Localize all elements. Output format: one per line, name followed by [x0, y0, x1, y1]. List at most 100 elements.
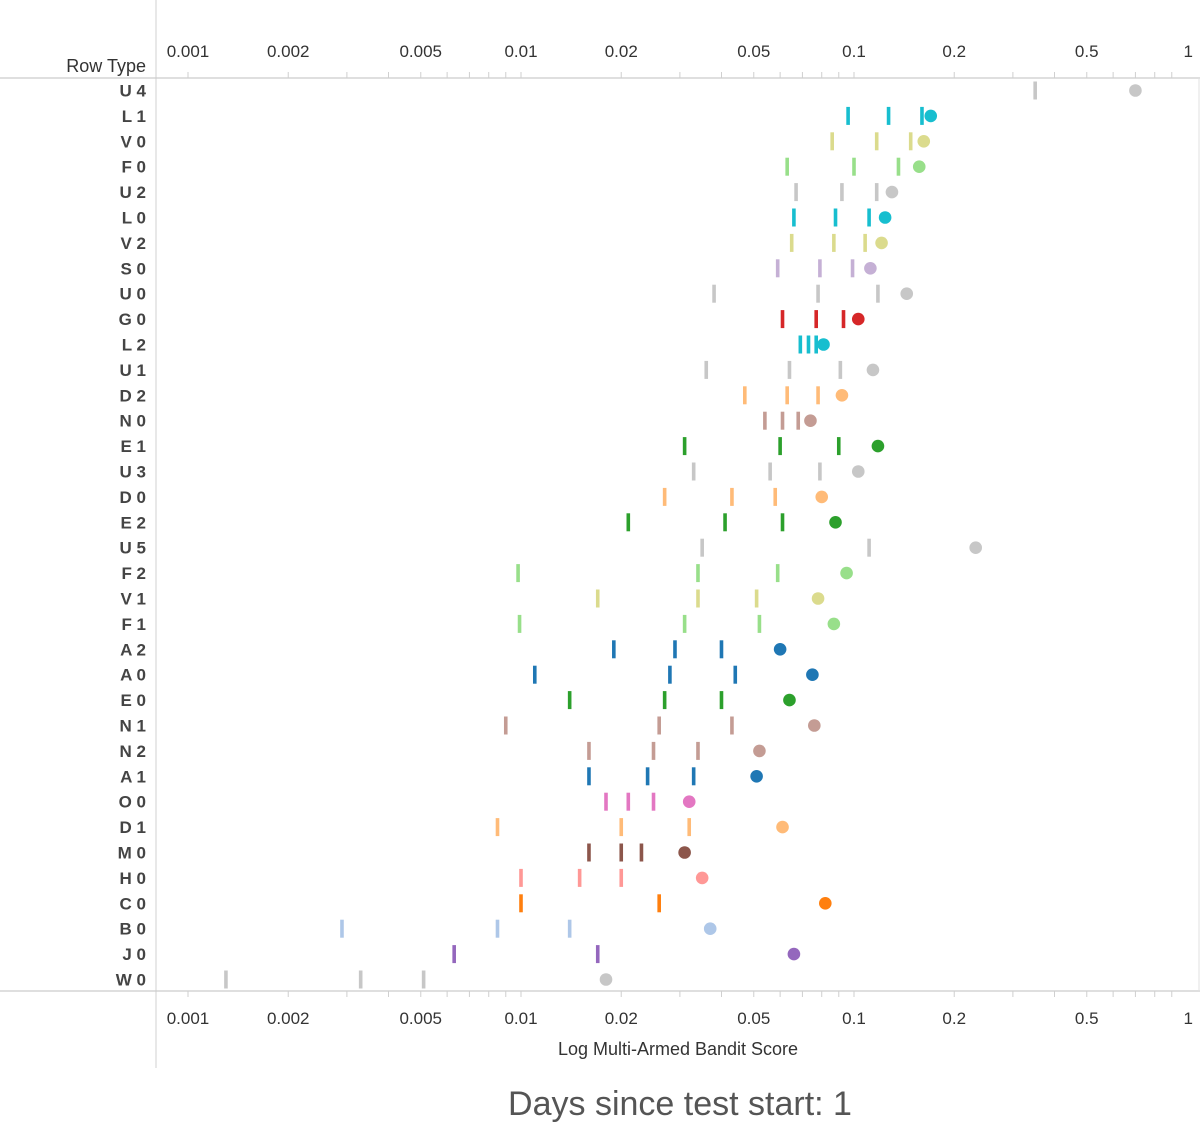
- score-tick-mark: [567, 919, 572, 938]
- score-tick-mark: [700, 538, 704, 557]
- bottom-tick-label: 0.1: [842, 1009, 866, 1028]
- score-tick-mark: [1033, 81, 1037, 100]
- row-label: S 0: [120, 259, 146, 278]
- score-tick-mark: [816, 284, 820, 303]
- score-tick-mark: [908, 132, 913, 151]
- score-tick-mark: [719, 691, 724, 710]
- top-tick-label: 0.001: [167, 42, 210, 61]
- score-tick-mark: [863, 233, 867, 252]
- score-tick-mark: [604, 792, 608, 811]
- score-tick-mark: [816, 386, 820, 405]
- score-tick-mark: [806, 335, 811, 354]
- score-tick-mark: [595, 945, 600, 964]
- score-point: [912, 160, 926, 173]
- score-tick-mark: [495, 818, 500, 837]
- row-label: F 2: [121, 564, 146, 583]
- score-tick-mark: [838, 360, 843, 379]
- score-tick-mark: [682, 614, 687, 633]
- score-point: [864, 262, 877, 275]
- data-marks: [224, 81, 1142, 989]
- score-tick-mark: [645, 767, 650, 786]
- score-tick-mark: [532, 665, 537, 684]
- row-label: H 0: [120, 869, 146, 888]
- score-tick-mark: [754, 589, 759, 608]
- score-tick-mark: [519, 894, 523, 913]
- score-tick-mark: [519, 868, 523, 887]
- top-tick-label: 0.2: [942, 42, 966, 61]
- bottom-tick-label: 1: [1184, 1009, 1193, 1028]
- row-label: F 1: [121, 615, 146, 634]
- row-label: V 0: [120, 132, 146, 151]
- row-label: L 0: [122, 209, 146, 228]
- row-label: F 0: [121, 158, 146, 177]
- score-tick-mark: [719, 640, 724, 659]
- score-tick-mark: [587, 741, 591, 760]
- score-point: [815, 490, 829, 504]
- score-point: [817, 338, 830, 351]
- bottom-tick-label: 0.01: [504, 1009, 537, 1028]
- score-point: [804, 414, 817, 428]
- score-point: [969, 541, 983, 554]
- row-label: N 2: [120, 742, 146, 761]
- score-tick-mark: [775, 564, 780, 583]
- row-label: U 4: [120, 82, 147, 101]
- score-tick-mark: [662, 691, 667, 710]
- bottom-tick-label: 0.2: [942, 1009, 966, 1028]
- score-point: [773, 643, 787, 656]
- bottom-tick-label: 0.001: [167, 1009, 210, 1028]
- score-tick-mark: [682, 437, 687, 456]
- bottom-tick-label: 0.02: [605, 1009, 638, 1028]
- score-tick-mark: [577, 868, 582, 887]
- score-point: [1129, 84, 1142, 97]
- score-tick-mark: [639, 843, 644, 862]
- score-tick-mark: [787, 360, 792, 379]
- score-point: [840, 566, 853, 580]
- score-tick-mark: [840, 183, 844, 202]
- score-point: [871, 439, 885, 453]
- row-label: V 1: [120, 590, 146, 609]
- score-tick-mark: [452, 945, 456, 964]
- row-label: U 5: [120, 539, 146, 558]
- top-tick-label: 0.005: [399, 42, 442, 61]
- score-tick-mark: [696, 589, 700, 608]
- score-point: [703, 922, 717, 935]
- row-label: U 3: [120, 463, 146, 482]
- score-tick-mark: [773, 487, 778, 506]
- score-tick-mark: [657, 894, 661, 913]
- score-tick-mark: [818, 462, 822, 481]
- score-tick-mark: [495, 919, 500, 938]
- row-label: U 1: [120, 361, 146, 380]
- row-label: E 1: [120, 437, 146, 456]
- score-point: [750, 770, 763, 783]
- score-tick-mark: [340, 919, 344, 938]
- score-tick-mark: [780, 310, 785, 329]
- score-tick-mark: [841, 310, 846, 329]
- score-tick-mark: [730, 716, 734, 735]
- score-tick-mark: [920, 106, 924, 125]
- score-point: [875, 236, 888, 250]
- score-tick-mark: [517, 614, 522, 633]
- score-point: [678, 846, 691, 859]
- score-tick-mark: [619, 868, 624, 887]
- score-point: [682, 795, 696, 808]
- score-tick-mark: [775, 259, 780, 278]
- score-point: [806, 668, 819, 681]
- row-labels: U 4 L 1 V 0 F 0 U 2 L 0 V 2 S 0 U 0 G 0 L 2 U 1 D 2 N…: [116, 82, 147, 990]
- row-label: M 0: [118, 844, 146, 863]
- row-label: L 1: [122, 107, 146, 126]
- minor-axis-ticks: [187, 72, 1173, 997]
- score-tick-mark: [619, 843, 624, 862]
- top-tick-label: 0.1: [842, 42, 866, 61]
- row-label: V 2: [120, 234, 146, 253]
- score-tick-mark: [691, 767, 696, 786]
- score-tick-mark: [846, 106, 850, 125]
- score-point: [885, 185, 899, 199]
- score-tick-mark: [867, 208, 871, 227]
- score-tick-mark: [833, 208, 838, 227]
- score-tick-mark: [789, 233, 794, 252]
- score-tick-mark: [696, 564, 700, 583]
- score-tick-mark: [612, 640, 616, 659]
- score-tick-mark: [595, 589, 600, 608]
- bottom-tick-label: 0.5: [1075, 1009, 1099, 1028]
